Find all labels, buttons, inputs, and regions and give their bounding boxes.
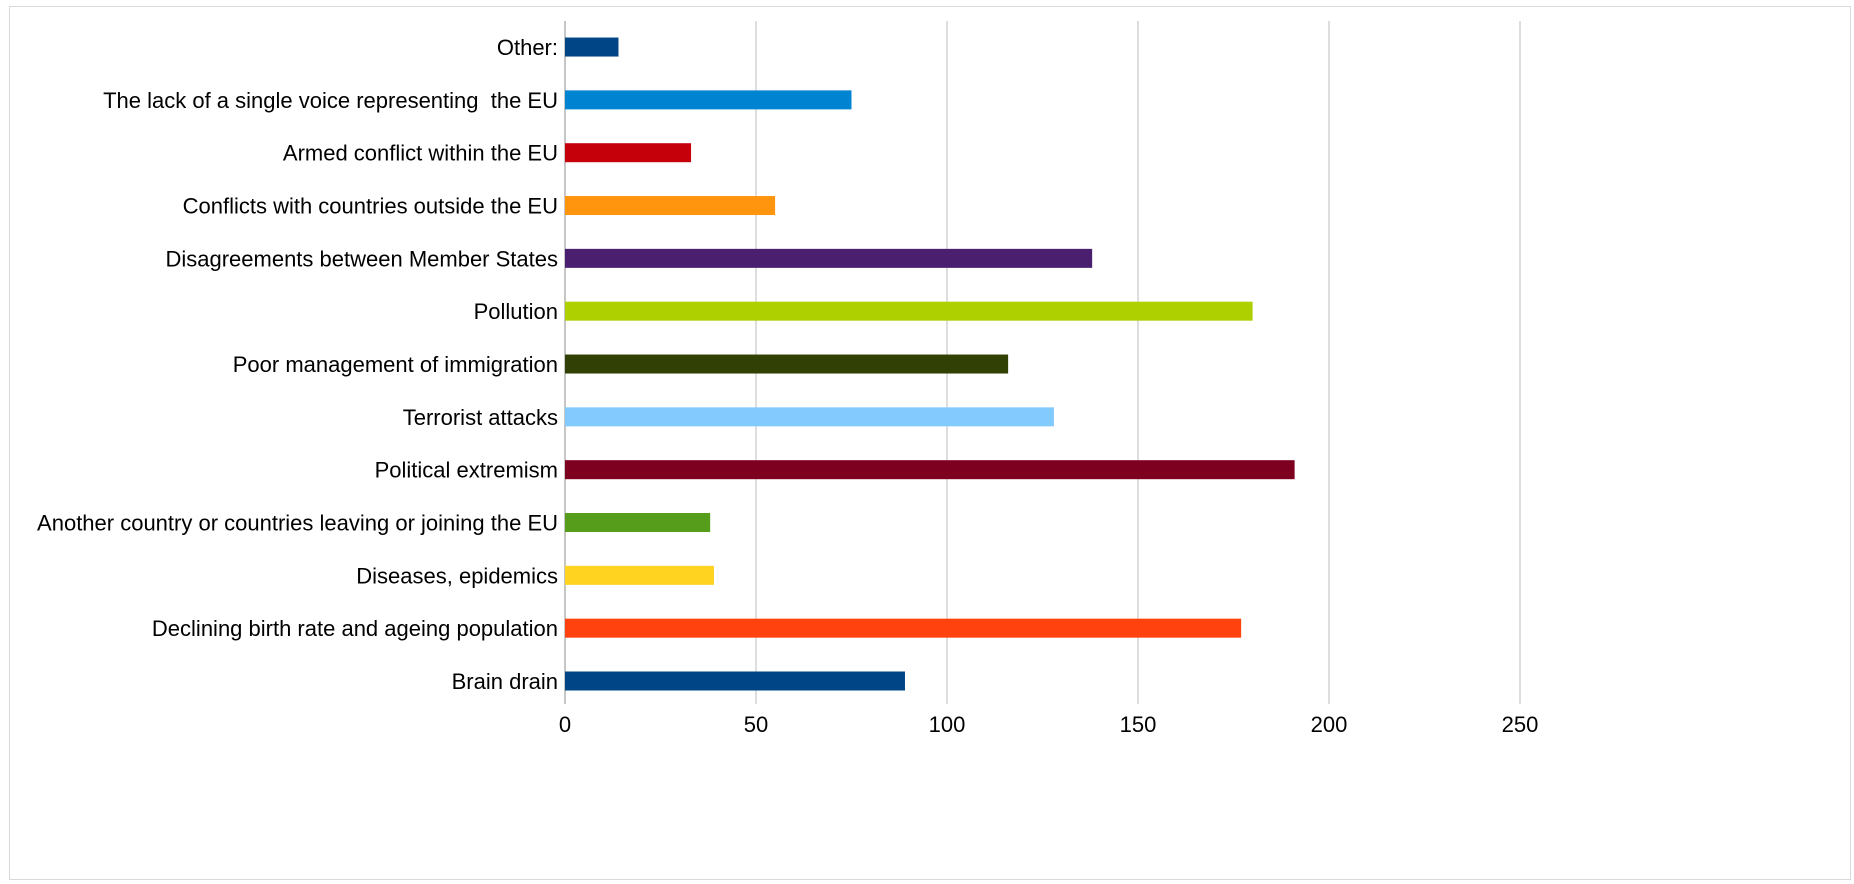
bar bbox=[565, 301, 1253, 321]
category-label: Conflicts with countries outside the EU bbox=[183, 194, 558, 219]
x-tick-label: 0 bbox=[559, 712, 571, 737]
category-label: Declining birth rate and ageing populati… bbox=[152, 616, 558, 641]
category-label: Pollution bbox=[474, 299, 558, 324]
bar bbox=[565, 460, 1295, 480]
bar bbox=[565, 513, 711, 533]
category-label: Brain drain bbox=[452, 669, 558, 694]
category-label: Diseases, epidemics bbox=[356, 563, 558, 588]
bars bbox=[565, 37, 1295, 691]
bar bbox=[565, 618, 1242, 638]
category-label: Another country or countries leaving or … bbox=[37, 511, 558, 536]
x-tick-label: 100 bbox=[929, 712, 966, 737]
category-label: Armed conflict within the EU bbox=[283, 141, 558, 166]
bar bbox=[565, 248, 1093, 268]
chart-frame: Brain drain Declining birth rate and agei… bbox=[9, 6, 1851, 880]
category-label: Disagreements between Member States bbox=[165, 246, 558, 271]
x-tick-label: 50 bbox=[744, 712, 768, 737]
bar bbox=[565, 143, 692, 163]
bar bbox=[565, 196, 776, 216]
category-label: Poor management of immigration bbox=[233, 352, 558, 377]
category-labels: Brain drain Declining birth rate and agei… bbox=[37, 35, 558, 694]
category-label: Terrorist attacks bbox=[403, 405, 558, 430]
x-tick-label: 150 bbox=[1120, 712, 1157, 737]
bar bbox=[565, 354, 1009, 374]
bar bbox=[565, 565, 714, 585]
x-tick-labels: 0 50 100 150 200 250 bbox=[559, 712, 1538, 737]
bar bbox=[565, 90, 852, 110]
x-tick-label: 250 bbox=[1502, 712, 1539, 737]
category-label: Other: bbox=[497, 35, 558, 60]
bar bbox=[565, 37, 619, 57]
category-label: The lack of a single voice representing … bbox=[103, 88, 558, 113]
x-tick-label: 200 bbox=[1311, 712, 1348, 737]
bar bbox=[565, 407, 1054, 427]
category-label: Political extremism bbox=[375, 458, 558, 483]
bar bbox=[565, 671, 905, 691]
bar-chart: Brain drain Declining birth rate and agei… bbox=[37, 21, 1538, 737]
